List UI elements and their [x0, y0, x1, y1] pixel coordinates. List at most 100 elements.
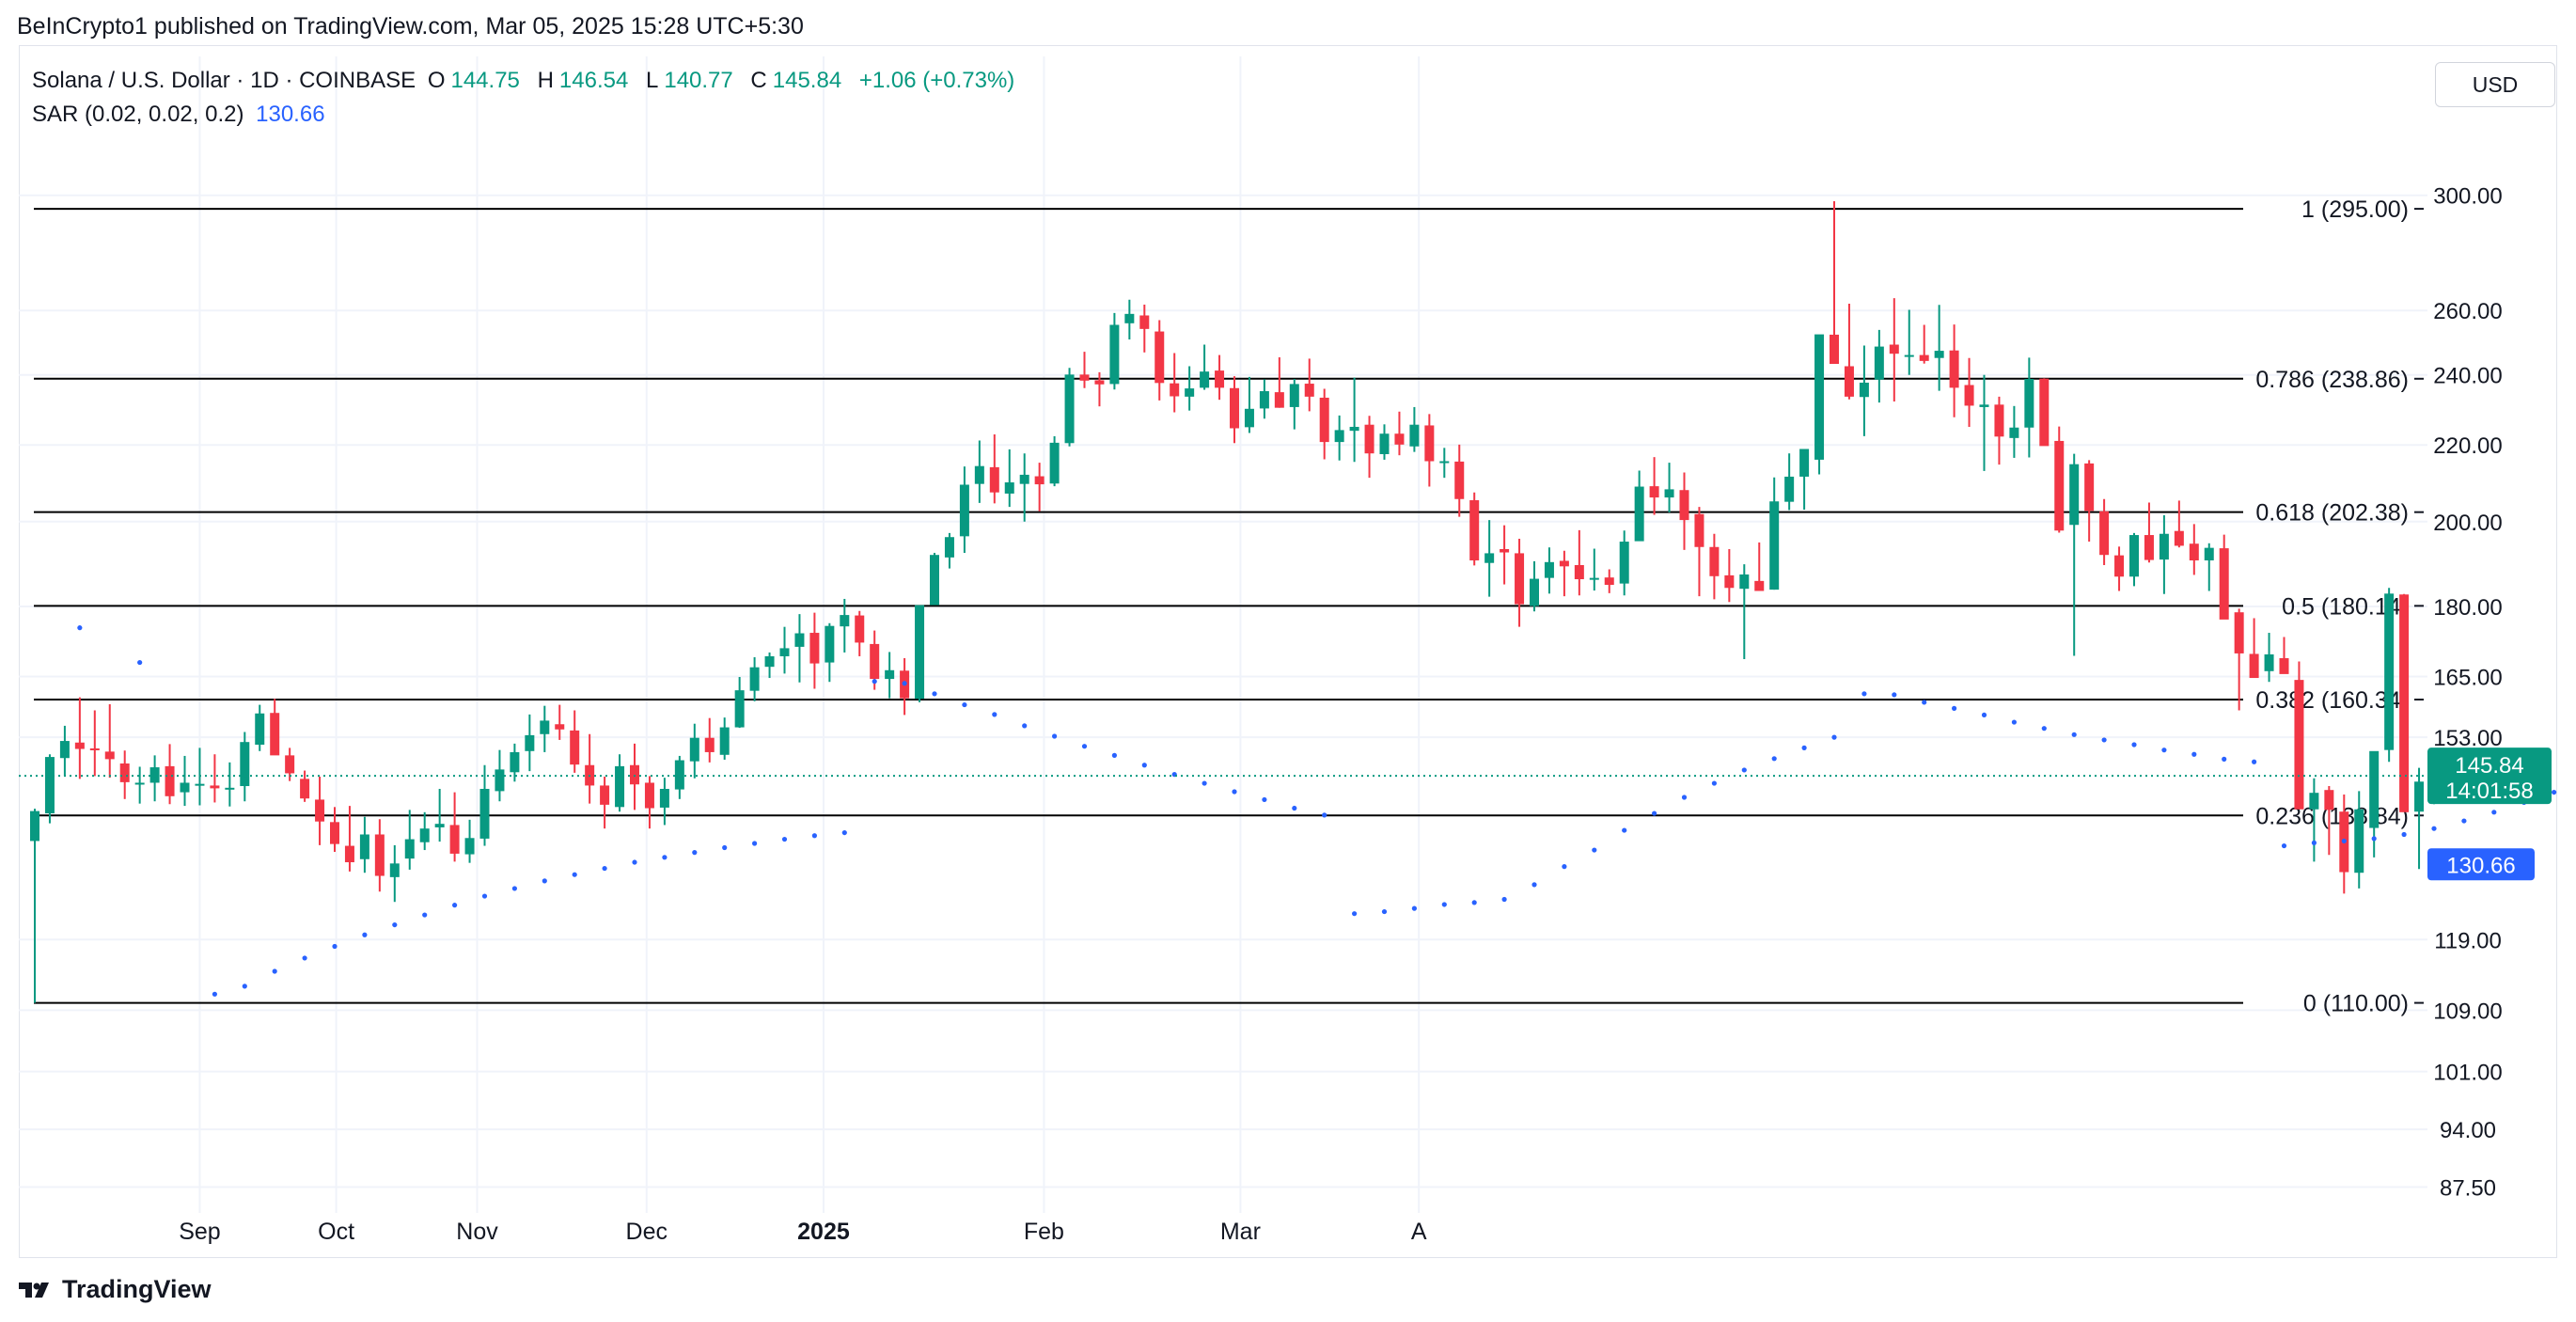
sar-dot	[1801, 745, 1807, 750]
fibonacci-retracement[interactable]: 1 (295.00) 0.786 (238.86) 0.618 (202.38) 0.…	[34, 197, 2424, 1017]
price-tick-label: 94.00	[2440, 1118, 2496, 1143]
sar-dot	[2491, 810, 2497, 815]
candle-body	[464, 838, 475, 855]
sar-value-marker	[2427, 848, 2535, 881]
candle-body	[1574, 564, 1584, 580]
candle-body	[434, 824, 445, 827]
sar-dot	[722, 844, 728, 851]
sar-dot	[1022, 723, 1028, 729]
sar-dot	[272, 968, 277, 974]
candle-body	[1934, 351, 1944, 358]
candle-body	[2099, 511, 2110, 556]
tradingview-logo[interactable]: TradingView	[17, 1275, 212, 1304]
candle-body	[2219, 548, 2229, 620]
sar-dot	[481, 893, 488, 899]
candle-body	[1994, 404, 2004, 437]
candle-body	[495, 769, 505, 792]
symbol-label[interactable]: Solana / U.S. Dollar · 1D · COINBASE	[32, 68, 416, 93]
candle-body	[389, 863, 400, 877]
candle-body	[1139, 315, 1150, 329]
candle-body	[1019, 474, 1029, 484]
candle-body	[1694, 513, 1704, 547]
change-value: +1.06 (+0.73%)	[858, 68, 1015, 93]
indicator-label[interactable]: SAR (0.02, 0.02, 0.2)	[32, 102, 244, 127]
price-axis[interactable]: 300.00 260.00 240.00 220.00 200.00 180.00 165.…	[2433, 184, 2502, 1202]
sar-dot	[1441, 902, 1447, 907]
candle-body	[2204, 547, 2214, 561]
candle-body	[404, 839, 415, 859]
candle-body	[1439, 461, 1450, 464]
candle-body	[359, 834, 369, 859]
candle-body	[885, 669, 895, 680]
sar-dot	[2461, 818, 2467, 824]
sar-dot	[1232, 789, 1237, 795]
sar-dot	[2101, 737, 2107, 743]
price-tick-label: 101.00	[2433, 1061, 2502, 1086]
candle-body	[1679, 490, 1689, 521]
candle-body	[2009, 427, 2019, 438]
sar-dot	[1622, 827, 1627, 833]
candle-body	[2129, 535, 2139, 577]
sar-dot	[1352, 911, 1358, 917]
candle-body	[1319, 397, 1329, 443]
sar-dot	[2281, 842, 2287, 849]
candle-body	[1094, 380, 1105, 385]
candle-body	[1919, 354, 1929, 361]
sar-dot	[811, 833, 818, 839]
candle-body	[1079, 374, 1090, 381]
sar-dot	[137, 659, 143, 666]
candle-body	[525, 734, 535, 751]
candle-body	[1859, 382, 1869, 398]
candle-body	[1230, 387, 1239, 429]
close-value: C 145.84	[750, 68, 842, 93]
sar-dot	[572, 872, 577, 877]
chart-frame[interactable]	[19, 45, 2557, 1258]
time-axis[interactable]: Sep Oct Nov Dec 2025 Feb Mar A	[179, 1219, 1427, 1245]
candle-body	[1724, 574, 1735, 589]
sar-dot	[2431, 826, 2437, 831]
candle-body	[689, 737, 699, 762]
sar-dot	[2071, 732, 2077, 737]
candle-body	[30, 811, 39, 842]
sar-dot	[1562, 864, 1567, 870]
sar-dot	[1322, 812, 1327, 818]
sar-dot	[1381, 908, 1388, 915]
candle-body	[1500, 548, 1510, 553]
candle-body	[1709, 546, 1720, 576]
candle-body	[479, 789, 490, 839]
candle-body	[1754, 580, 1765, 591]
candle-body	[1889, 344, 1899, 354]
candle-body	[1274, 392, 1284, 408]
candle-body	[1409, 424, 1420, 447]
sar-dot	[2252, 759, 2257, 764]
candle-body	[959, 484, 969, 537]
time-tick-label: Oct	[318, 1219, 354, 1245]
candle-body	[600, 785, 610, 805]
time-tick-label: Feb	[1024, 1219, 1064, 1245]
candle-body	[1530, 578, 1539, 606]
candle-body	[74, 742, 85, 749]
candle-body	[1394, 433, 1405, 445]
candle-body	[1739, 574, 1750, 590]
time-tick-label: Mar	[1220, 1219, 1261, 1245]
candle-body	[1154, 331, 1165, 384]
candle-body	[2069, 464, 2080, 526]
sar-dot	[2011, 719, 2017, 725]
candle-body	[540, 720, 550, 734]
sar-dot	[2371, 836, 2377, 842]
sar-dot	[77, 625, 83, 631]
sar-dot	[1861, 691, 1867, 697]
candle-body	[2084, 463, 2095, 511]
candle-body	[794, 633, 805, 647]
candle-body	[270, 713, 280, 756]
last-price-marker	[2427, 748, 2552, 805]
open-value: O 144.75	[427, 68, 520, 93]
candle-body	[1830, 334, 1839, 365]
grid-lines	[19, 56, 2427, 1213]
price-tick-label: 260.00	[2433, 299, 2502, 324]
time-tick-label: Dec	[626, 1219, 668, 1245]
currency-button[interactable]: USD	[2435, 62, 2555, 107]
sar-dot	[1592, 847, 1597, 853]
candle-body	[1334, 430, 1344, 443]
